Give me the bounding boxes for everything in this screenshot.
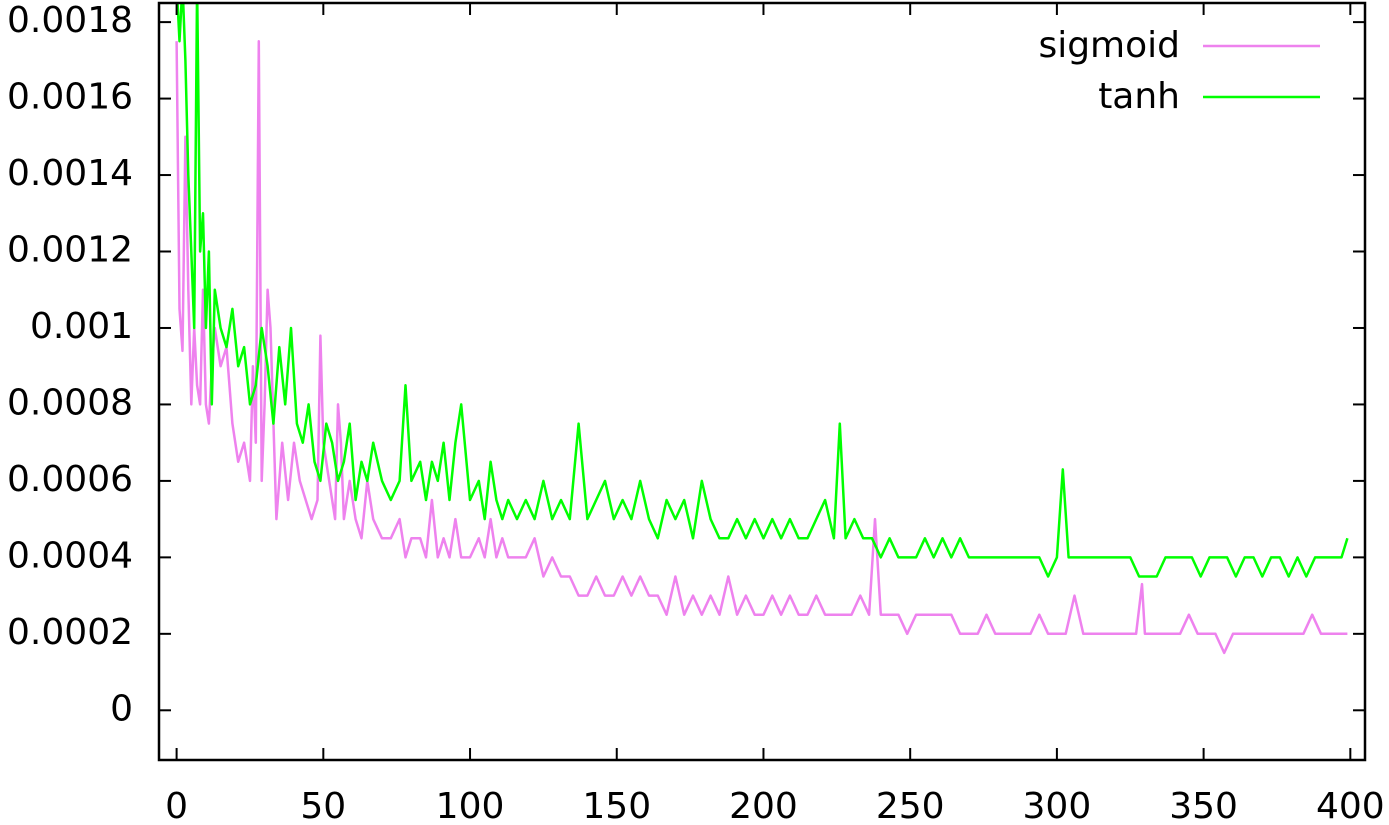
x-tick-label: 400 xyxy=(1316,786,1385,825)
y-tick-label: 0.0006 xyxy=(7,459,133,500)
x-tick-label: 150 xyxy=(582,786,651,825)
ticks-layer xyxy=(159,3,1365,760)
y-tick-labels: 0 0.0002 0.0004 0.0006 0.0008 0.001 0.0012 0.00… xyxy=(7,0,133,729)
y-tick-label: 0.0012 xyxy=(7,230,133,271)
plot-frame xyxy=(157,1,1367,762)
x-tick-label: 200 xyxy=(729,786,798,825)
x-tick-label: 100 xyxy=(436,786,505,825)
series-line-tanh xyxy=(176,3,1349,578)
y-tick-label: 0.001 xyxy=(30,306,133,347)
series-layer xyxy=(175,3,1349,655)
y-tick-label: 0.0018 xyxy=(7,0,133,41)
x-tick-label: 0 xyxy=(165,786,188,825)
x-tick-labels: 0 50 100 150 200 250 300 350 400 xyxy=(165,786,1385,825)
series-line-sigmoid xyxy=(175,39,1348,655)
y-tick-label: 0.0014 xyxy=(7,153,133,194)
y-tick-label: 0.0008 xyxy=(7,382,133,423)
x-tick-label: 50 xyxy=(300,786,346,825)
x-tick-label: 350 xyxy=(1169,786,1238,825)
y-tick-label: 0.0016 xyxy=(7,77,133,118)
y-tick-label: 0.0004 xyxy=(7,535,133,576)
y-tick-label: 0.0002 xyxy=(7,612,133,653)
legend-label-tanh: tanh xyxy=(1098,76,1180,117)
legend-label-sigmoid: sigmoid xyxy=(1038,25,1180,66)
x-tick-label: 250 xyxy=(876,786,945,825)
x-tick-label: 300 xyxy=(1023,786,1092,825)
y-tick-label: 0 xyxy=(110,688,133,729)
legend: sigmoid tanh xyxy=(1038,25,1320,117)
